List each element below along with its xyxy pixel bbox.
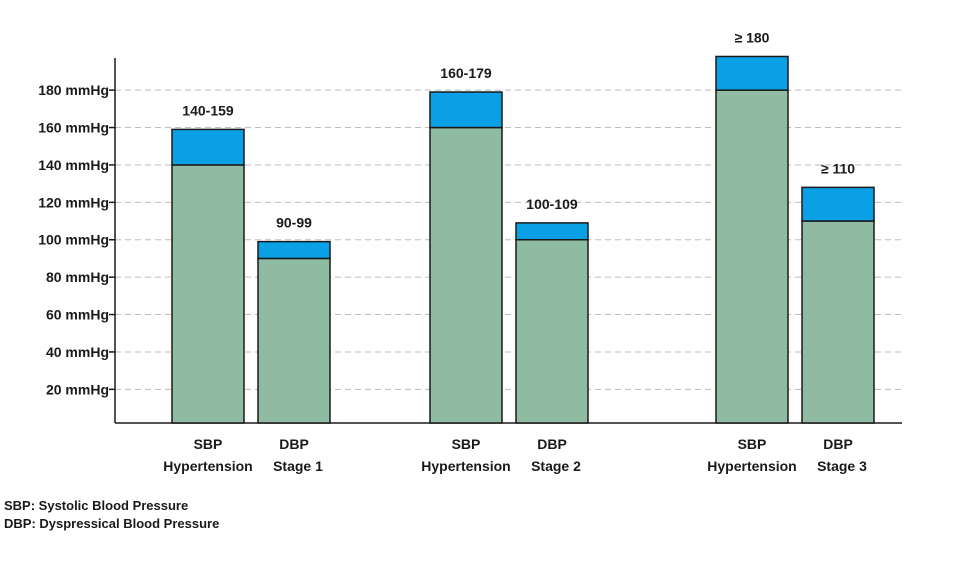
bar-base — [429, 126, 503, 424]
y-tick-label: 100 mmHg — [38, 232, 109, 248]
category-label-sbp: SBP — [452, 436, 481, 452]
y-tick-label: 20 mmHg — [46, 381, 109, 397]
data-label: ≥ 110 — [821, 160, 855, 176]
category-label-dbp: DBP — [279, 436, 309, 452]
category-label-sbp: SBP — [194, 436, 223, 452]
data-label: 140-159 — [182, 102, 234, 118]
y-tick-label: 60 mmHg — [46, 307, 109, 323]
y-tick-label: 140 mmHg — [38, 157, 109, 173]
group-label-stage: Stage 1 — [273, 458, 323, 474]
bar-range — [429, 91, 503, 129]
group-label-stage: Stage 3 — [817, 458, 867, 474]
data-label: 160-179 — [440, 65, 492, 81]
bar-range — [715, 55, 789, 91]
category-label-dbp: DBP — [823, 436, 853, 452]
bar-base — [715, 89, 789, 424]
category-label-sbp: SBP — [738, 436, 767, 452]
y-tick-label: 120 mmHg — [38, 194, 109, 210]
bar-base — [257, 257, 331, 424]
bar-range — [171, 128, 245, 166]
y-tick-label: 80 mmHg — [46, 269, 109, 285]
bar-range — [257, 240, 331, 260]
footnote-dbp: DBP: Dyspressical Blood Pressure — [4, 516, 220, 531]
bar-base — [515, 238, 589, 424]
bar-range — [801, 186, 875, 222]
data-label: 100-109 — [526, 196, 578, 212]
group-label-stage: Stage 2 — [531, 458, 581, 474]
data-label: ≥ 180 — [735, 29, 770, 45]
bar-base — [801, 220, 875, 424]
footnote-sbp: SBP: Systolic Blood Pressure — [4, 498, 189, 513]
bar-range — [515, 222, 589, 241]
category-label-dbp: DBP — [537, 436, 567, 452]
y-tick-label: 180 mmHg — [38, 82, 109, 98]
footnotes: SBP: Systolic Blood Pressure DBP: Dyspre… — [4, 497, 219, 533]
bar-base — [171, 164, 245, 424]
group-label-hypertension: Hypertension — [707, 458, 796, 474]
group-label-hypertension: Hypertension — [163, 458, 252, 474]
group-label-hypertension: Hypertension — [421, 458, 510, 474]
data-label: 90-99 — [276, 215, 312, 231]
y-tick-label: 160 mmHg — [38, 120, 109, 136]
y-tick-label: 40 mmHg — [46, 344, 109, 360]
